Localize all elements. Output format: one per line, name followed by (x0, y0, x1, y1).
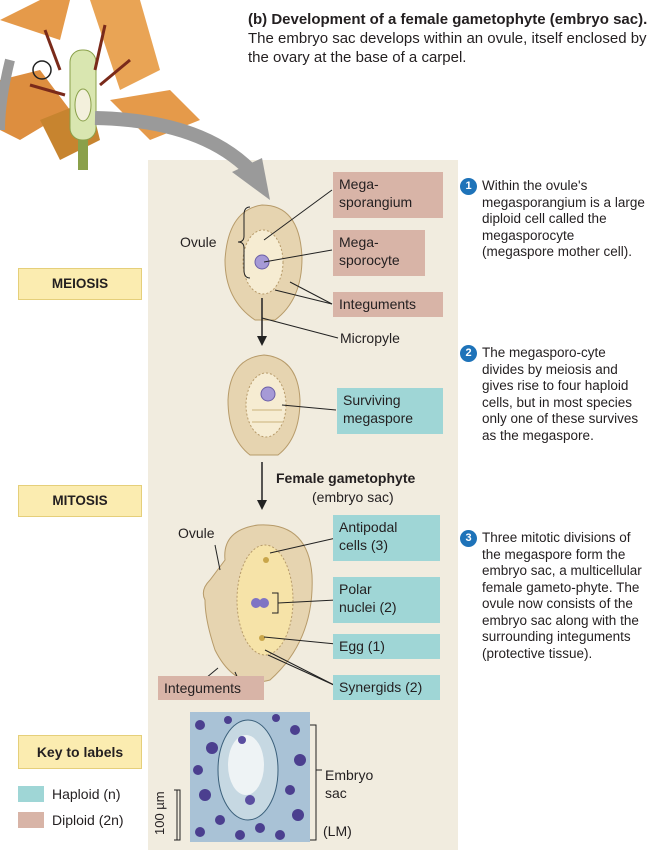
step-3: 3 Three mitotic divisions of the megaspo… (460, 530, 650, 662)
step-2: 2 The megasporo-cyte divides by meiosis … (460, 345, 650, 444)
integuments-label-top: Integuments (333, 292, 443, 317)
female-gametophyte-label: Female gametophyte (276, 470, 416, 486)
scale-label: 100 µm (152, 791, 167, 835)
ovule-label-bottom: Ovule (178, 525, 215, 541)
key-title: Key to labels (18, 735, 142, 769)
micrograph-image (190, 712, 310, 842)
megasporocyte-label: Mega- sporocyte (333, 230, 425, 276)
synergids-label: Synergids (2) (333, 675, 440, 700)
megasporangium-label: Mega- sporangium (333, 172, 443, 218)
mitosis-label: MITOSIS (18, 485, 142, 517)
heading-bold: (b) Development of a female gametophyte … (248, 11, 648, 28)
left-arrow (0, 58, 15, 131)
micropyle-label: Micropyle (340, 330, 400, 346)
heading-text: The embryo sac develops within an ovule,… (248, 30, 647, 66)
ovule-label-top: Ovule (180, 234, 217, 250)
haploid-key-label: Haploid (n) (52, 786, 121, 802)
step-3-text: Three mitotic divisions of the megaspore… (482, 530, 642, 661)
meiosis-label: MEIOSIS (18, 268, 142, 300)
embryo-sac-paren-label: (embryo sac) (312, 489, 394, 505)
ovule-2 (227, 354, 301, 456)
figure-heading: (b) Development of a female gametophyte … (248, 10, 648, 67)
step-1: 1 Within the ovule's megasporangium is a… (460, 178, 650, 261)
integuments-label-bottom: Integuments (158, 676, 264, 700)
down-arrow-head (232, 158, 270, 200)
step-2-text: The megasporo-cyte divides by meiosis an… (482, 345, 639, 443)
step-1-number: 1 (460, 178, 477, 195)
step-1-text: Within the ovule's megasporangium is a l… (482, 178, 645, 259)
diploid-swatch (18, 812, 44, 828)
step-2-number: 2 (460, 345, 477, 362)
ovule-bracket (237, 206, 251, 279)
surviving-megaspore-label: Surviving megaspore (337, 388, 443, 434)
diploid-key-label: Diploid (2n) (52, 812, 124, 828)
scale-bar (174, 789, 181, 841)
ovule-1 (224, 204, 303, 321)
haploid-swatch (18, 786, 44, 802)
antipodal-cells-label: Antipodal cells (3) (333, 515, 440, 561)
flower-illustration (0, 0, 200, 170)
embryo-sac-label: Embryo sac (325, 767, 374, 801)
lm-label: (LM) (323, 823, 352, 839)
step-3-number: 3 (460, 530, 477, 547)
polar-nuclei-label: Polar nuclei (2) (333, 577, 440, 623)
egg-label: Egg (1) (333, 634, 440, 659)
ovule-3 (202, 524, 313, 683)
